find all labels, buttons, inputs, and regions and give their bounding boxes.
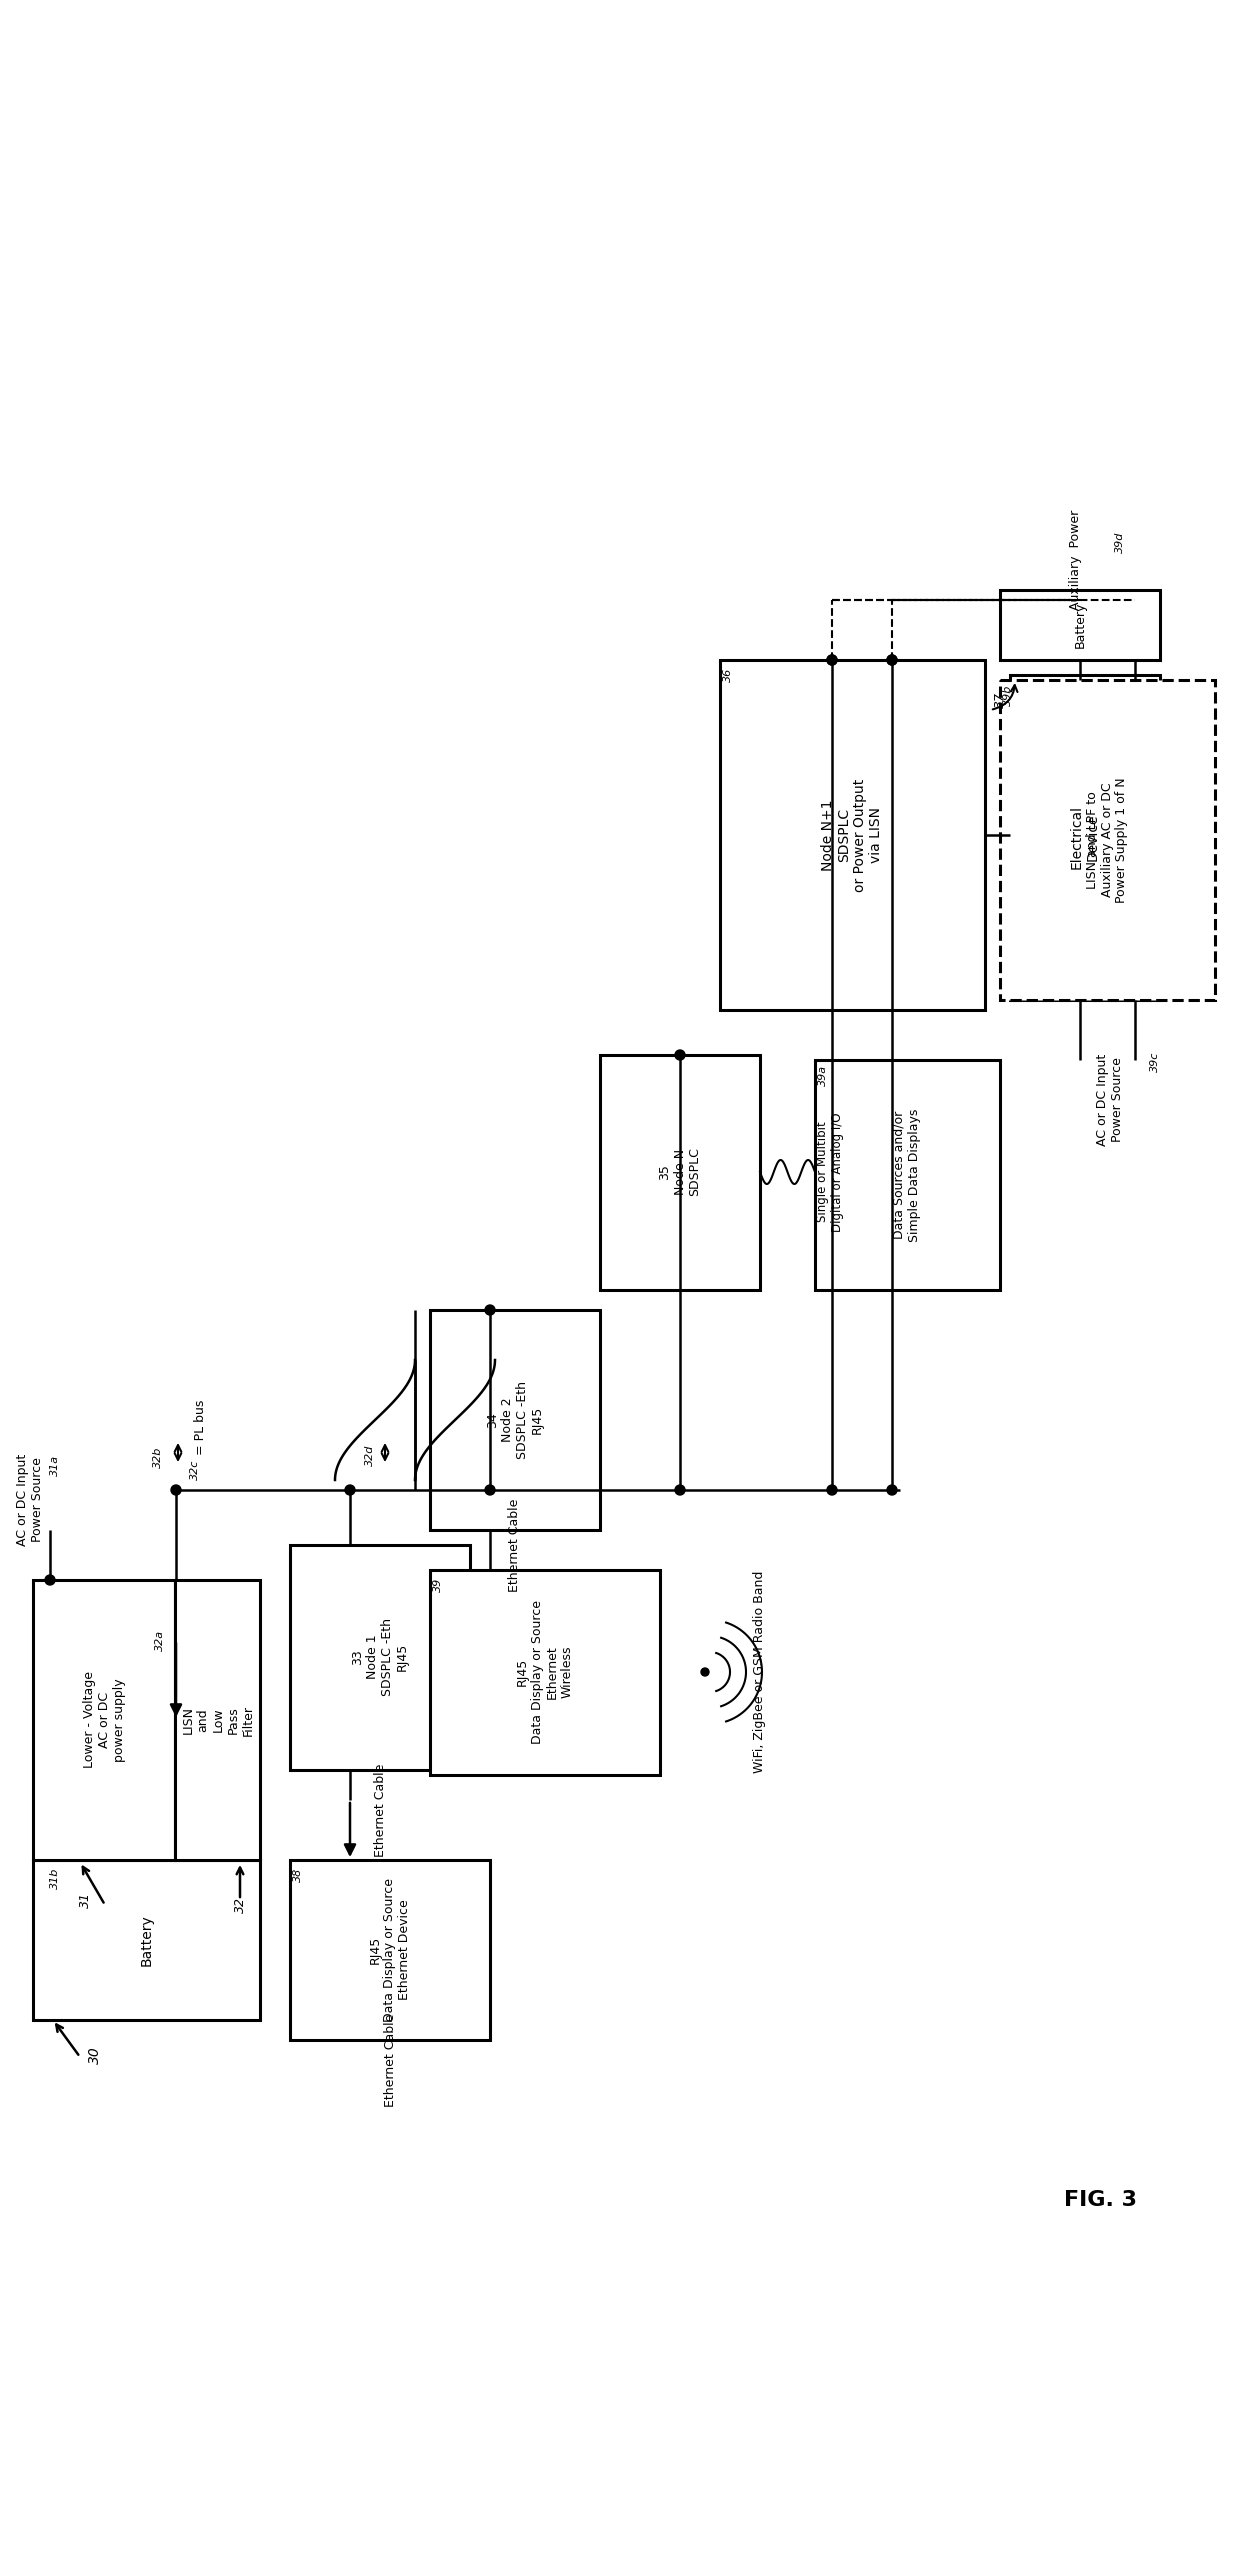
Circle shape bbox=[887, 1485, 897, 1495]
Circle shape bbox=[485, 1485, 495, 1495]
Circle shape bbox=[485, 1304, 495, 1314]
Text: 32: 32 bbox=[233, 1896, 247, 1914]
Text: Data Sources and/or
Simple Data Displays: Data Sources and/or Simple Data Displays bbox=[893, 1108, 921, 1243]
Circle shape bbox=[701, 1669, 709, 1677]
Bar bbox=[1011, 674, 1159, 1000]
Text: Ethernet Cable: Ethernet Cable bbox=[383, 2014, 397, 2108]
Text: AC or DC Input
Power Source: AC or DC Input Power Source bbox=[1096, 1054, 1123, 1146]
Text: Ethernet Cable: Ethernet Cable bbox=[373, 1763, 387, 1858]
Text: 32b: 32b bbox=[153, 1447, 162, 1467]
Text: 37: 37 bbox=[993, 692, 1007, 707]
Bar bbox=[33, 1580, 175, 1860]
Text: 32c: 32c bbox=[190, 1460, 200, 1480]
Text: Node N+1
SDSPLC
or Power Output
via LISN: Node N+1 SDSPLC or Power Output via LISN bbox=[821, 778, 883, 891]
Text: Ethernet Cable: Ethernet Cable bbox=[508, 1498, 522, 1592]
Bar bbox=[999, 679, 1215, 1000]
Text: 36: 36 bbox=[723, 669, 733, 681]
Text: WiFi, ZigBee or GSM Radio Band: WiFi, ZigBee or GSM Radio Band bbox=[754, 1572, 766, 1774]
Circle shape bbox=[887, 656, 897, 666]
Bar bbox=[999, 590, 1159, 661]
Text: AC or DC Input
Power Source: AC or DC Input Power Source bbox=[16, 1455, 43, 1547]
Bar bbox=[290, 1860, 490, 2039]
Text: Lower - Voltage
AC or DC
power supply: Lower - Voltage AC or DC power supply bbox=[83, 1672, 125, 1769]
Text: 32a: 32a bbox=[155, 1628, 165, 1651]
Text: RJ45
Data Display or Source
Ethernet
Wireless: RJ45 Data Display or Source Ethernet Wir… bbox=[516, 1600, 574, 1743]
Text: 32d: 32d bbox=[365, 1444, 374, 1465]
Text: 39c: 39c bbox=[1149, 1051, 1159, 1072]
Text: Auxiliary  Power: Auxiliary Power bbox=[1069, 510, 1081, 610]
Circle shape bbox=[45, 1575, 55, 1585]
Text: 31b: 31b bbox=[50, 1868, 60, 1888]
Bar bbox=[815, 1059, 999, 1289]
Bar bbox=[600, 1054, 760, 1289]
Text: 39d: 39d bbox=[1115, 531, 1125, 554]
Text: 31: 31 bbox=[78, 1891, 92, 1909]
Circle shape bbox=[345, 1485, 355, 1495]
Bar bbox=[430, 1309, 600, 1531]
Bar bbox=[33, 1860, 260, 2021]
Text: 39a: 39a bbox=[818, 1064, 828, 1085]
Bar bbox=[430, 1569, 660, 1776]
Text: 34
Node 2
SDSPLC -Eth
RJ45: 34 Node 2 SDSPLC -Eth RJ45 bbox=[486, 1381, 544, 1460]
Circle shape bbox=[827, 656, 837, 666]
Circle shape bbox=[171, 1485, 181, 1495]
Text: Battery: Battery bbox=[1074, 602, 1086, 648]
Text: 31a: 31a bbox=[50, 1455, 60, 1475]
Bar bbox=[175, 1580, 260, 1860]
Text: 30: 30 bbox=[88, 2047, 102, 2065]
Text: LISN
and
Low
Pass
Filter: LISN and Low Pass Filter bbox=[181, 1705, 254, 1735]
Circle shape bbox=[887, 656, 897, 666]
Circle shape bbox=[675, 1049, 684, 1059]
Text: FIG. 3: FIG. 3 bbox=[1064, 2190, 1137, 2210]
Text: = PL bus: = PL bus bbox=[193, 1398, 207, 1455]
Text: 35
Node N
SDSPLC: 35 Node N SDSPLC bbox=[658, 1148, 702, 1197]
Circle shape bbox=[827, 656, 837, 666]
Text: Electrical
Device: Electrical Device bbox=[1070, 804, 1100, 870]
Text: 33
Node 1
SDSPLC -Eth
RJ45: 33 Node 1 SDSPLC -Eth RJ45 bbox=[351, 1618, 409, 1697]
Text: 39: 39 bbox=[433, 1577, 443, 1592]
Text: 38: 38 bbox=[293, 1868, 303, 1883]
Circle shape bbox=[675, 1485, 684, 1495]
Text: 39b: 39b bbox=[1003, 684, 1013, 707]
Text: Battery: Battery bbox=[140, 1914, 154, 1965]
Text: Single or Multibit
Digital or Analog I/O: Single or Multibit Digital or Analog I/O bbox=[816, 1113, 844, 1233]
Bar bbox=[720, 661, 985, 1011]
Text: RJ45
Data Display or Source
Ethernet Device: RJ45 Data Display or Source Ethernet Dev… bbox=[368, 1878, 412, 2021]
Text: LISN and LPF to
Auxiliary AC or DC
Power Supply 1 of N: LISN and LPF to Auxiliary AC or DC Power… bbox=[1085, 778, 1128, 903]
Bar bbox=[290, 1544, 470, 1771]
Circle shape bbox=[827, 1485, 837, 1495]
